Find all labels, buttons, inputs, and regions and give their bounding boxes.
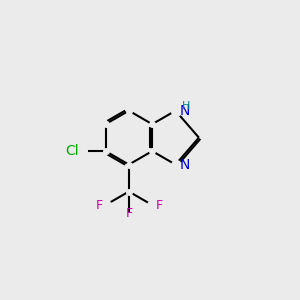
Text: Cl: Cl [65,144,79,158]
Text: N: N [179,104,190,118]
Text: N: N [179,158,190,172]
Text: F: F [155,199,162,212]
Text: H: H [182,101,190,111]
Text: F: F [95,199,103,212]
Text: F: F [125,207,132,220]
